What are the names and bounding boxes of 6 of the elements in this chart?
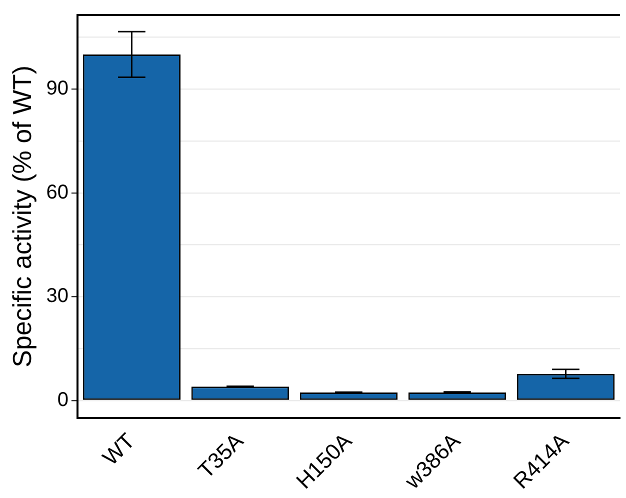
- y-axis-title: Specific activity (% of WT): [6, 65, 37, 368]
- y-tick-label: 0: [57, 388, 68, 411]
- y-tick-label: 30: [46, 285, 68, 308]
- x-tick-label: WT: [98, 428, 140, 470]
- y-tick-label: 60: [46, 181, 68, 204]
- y-tick-label: 90: [46, 78, 68, 100]
